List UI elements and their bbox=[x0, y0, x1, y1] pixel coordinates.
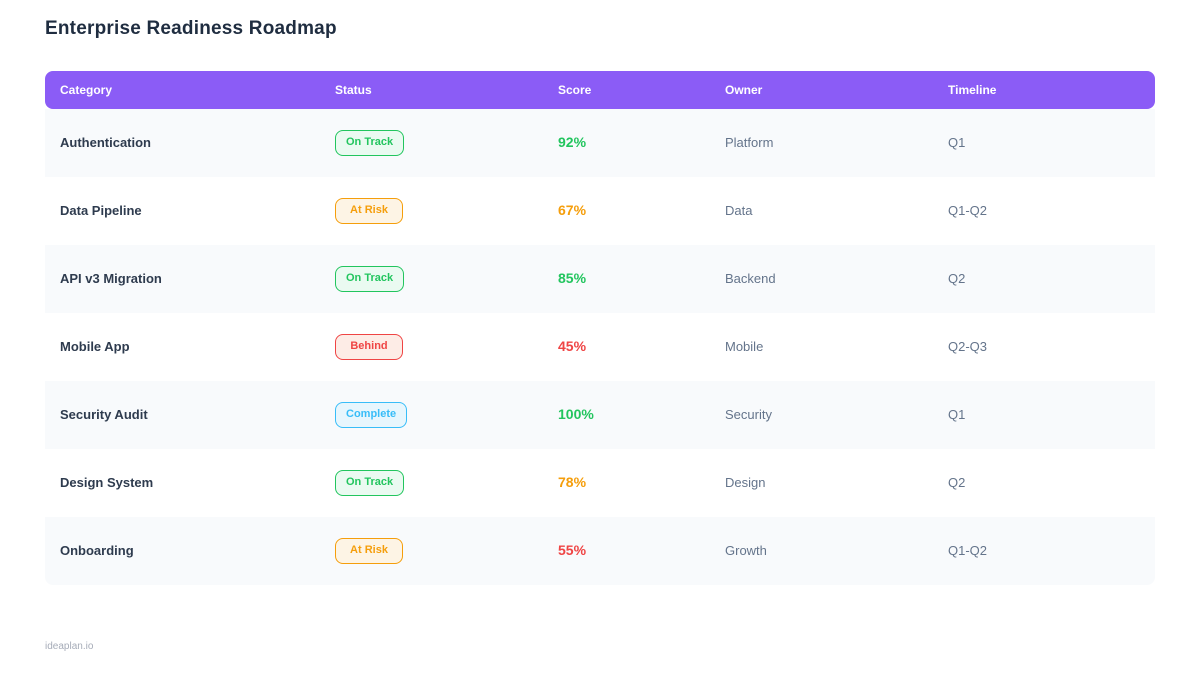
score-cell: 85% bbox=[543, 270, 710, 288]
category-label: Mobile App bbox=[60, 339, 130, 354]
timeline-label: Q2 bbox=[948, 475, 966, 490]
table-body: Authentication On Track 92% Platform Q1 … bbox=[45, 109, 1155, 585]
score-cell: 45% bbox=[543, 338, 710, 356]
timeline-label: Q1 bbox=[948, 407, 966, 422]
owner-cell: Growth bbox=[710, 542, 933, 560]
status-badge: On Track bbox=[335, 130, 405, 156]
table-row: Design System On Track 78% Design Q2 bbox=[45, 449, 1155, 517]
category-label: Security Audit bbox=[60, 407, 148, 422]
category-label: Design System bbox=[60, 475, 154, 490]
owner-cell: Data bbox=[710, 202, 933, 220]
table-header: Category Status Score Owner Timeline bbox=[45, 71, 1155, 109]
column-header-status: Status bbox=[335, 83, 372, 97]
score-value: 85% bbox=[558, 270, 587, 286]
score-cell: 55% bbox=[543, 542, 710, 560]
score-cell: 67% bbox=[543, 202, 710, 220]
timeline-cell: Q1-Q2 bbox=[933, 202, 1155, 220]
timeline-cell: Q2-Q3 bbox=[933, 338, 1155, 356]
column-header-owner: Owner bbox=[725, 83, 763, 97]
table-row: Onboarding At Risk 55% Growth Q1-Q2 bbox=[45, 517, 1155, 585]
page: Enterprise Readiness Roadmap Category St… bbox=[45, 18, 1155, 585]
owner-cell: Backend bbox=[710, 270, 933, 288]
owner-cell: Design bbox=[710, 474, 933, 492]
roadmap-table: Category Status Score Owner Timeline Aut… bbox=[45, 71, 1155, 585]
score-value: 78% bbox=[558, 474, 587, 490]
timeline-label: Q2 bbox=[948, 271, 966, 286]
column-header-score: Score bbox=[558, 83, 592, 97]
score-cell: 100% bbox=[543, 406, 710, 424]
owner-cell: Mobile bbox=[710, 338, 933, 356]
category-cell: Onboarding bbox=[45, 542, 320, 560]
status-badge: At Risk bbox=[335, 198, 403, 224]
category-cell: API v3 Migration bbox=[45, 270, 320, 288]
score-value: 67% bbox=[558, 202, 587, 218]
owner-label: Data bbox=[725, 203, 753, 218]
score-value: 45% bbox=[558, 338, 587, 354]
status-cell: At Risk bbox=[320, 538, 543, 564]
category-label: API v3 Migration bbox=[60, 271, 162, 286]
column-header-timeline: Timeline bbox=[948, 83, 997, 97]
owner-label: Growth bbox=[725, 543, 767, 558]
timeline-cell: Q1 bbox=[933, 406, 1155, 424]
status-badge: At Risk bbox=[335, 538, 403, 564]
status-cell: On Track bbox=[320, 266, 543, 292]
table-row: Authentication On Track 92% Platform Q1 bbox=[45, 109, 1155, 177]
category-label: Authentication bbox=[60, 135, 151, 150]
owner-cell: Platform bbox=[710, 134, 933, 152]
category-cell: Mobile App bbox=[45, 338, 320, 356]
status-badge: Complete bbox=[335, 402, 408, 428]
table-row: Security Audit Complete 100% Security Q1 bbox=[45, 381, 1155, 449]
status-cell: On Track bbox=[320, 130, 543, 156]
page-title: Enterprise Readiness Roadmap bbox=[45, 18, 337, 39]
status-cell: At Risk bbox=[320, 198, 543, 224]
category-cell: Design System bbox=[45, 474, 320, 492]
table-row: Mobile App Behind 45% Mobile Q2-Q3 bbox=[45, 313, 1155, 381]
category-cell: Authentication bbox=[45, 134, 320, 152]
owner-label: Platform bbox=[725, 135, 774, 150]
owner-label: Mobile bbox=[725, 339, 764, 354]
timeline-label: Q1 bbox=[948, 135, 966, 150]
timeline-label: Q1-Q2 bbox=[948, 203, 988, 218]
score-value: 100% bbox=[558, 406, 594, 422]
timeline-cell: Q2 bbox=[933, 270, 1155, 288]
score-value: 92% bbox=[558, 134, 587, 150]
category-label: Onboarding bbox=[60, 543, 134, 558]
owner-cell: Security bbox=[710, 406, 933, 424]
table-row: API v3 Migration On Track 85% Backend Q2 bbox=[45, 245, 1155, 313]
status-badge: On Track bbox=[335, 470, 405, 496]
score-cell: 92% bbox=[543, 134, 710, 152]
status-badge: On Track bbox=[335, 266, 405, 292]
timeline-cell: Q1 bbox=[933, 134, 1155, 152]
category-label: Data Pipeline bbox=[60, 203, 142, 218]
owner-label: Design bbox=[725, 475, 766, 490]
footer-brand: ideaplan.io bbox=[45, 641, 94, 652]
status-cell: Complete bbox=[320, 402, 543, 428]
timeline-label: Q2-Q3 bbox=[948, 339, 988, 354]
timeline-cell: Q1-Q2 bbox=[933, 542, 1155, 560]
owner-label: Backend bbox=[725, 271, 776, 286]
score-cell: 78% bbox=[543, 474, 710, 492]
score-value: 55% bbox=[558, 542, 587, 558]
status-cell: Behind bbox=[320, 334, 543, 360]
owner-label: Security bbox=[725, 407, 772, 422]
category-cell: Data Pipeline bbox=[45, 202, 320, 220]
column-header-category: Category bbox=[60, 83, 113, 97]
status-cell: On Track bbox=[320, 470, 543, 496]
category-cell: Security Audit bbox=[45, 406, 320, 424]
timeline-label: Q1-Q2 bbox=[948, 543, 988, 558]
table-row: Data Pipeline At Risk 67% Data Q1-Q2 bbox=[45, 177, 1155, 245]
timeline-cell: Q2 bbox=[933, 474, 1155, 492]
status-badge: Behind bbox=[335, 334, 403, 360]
